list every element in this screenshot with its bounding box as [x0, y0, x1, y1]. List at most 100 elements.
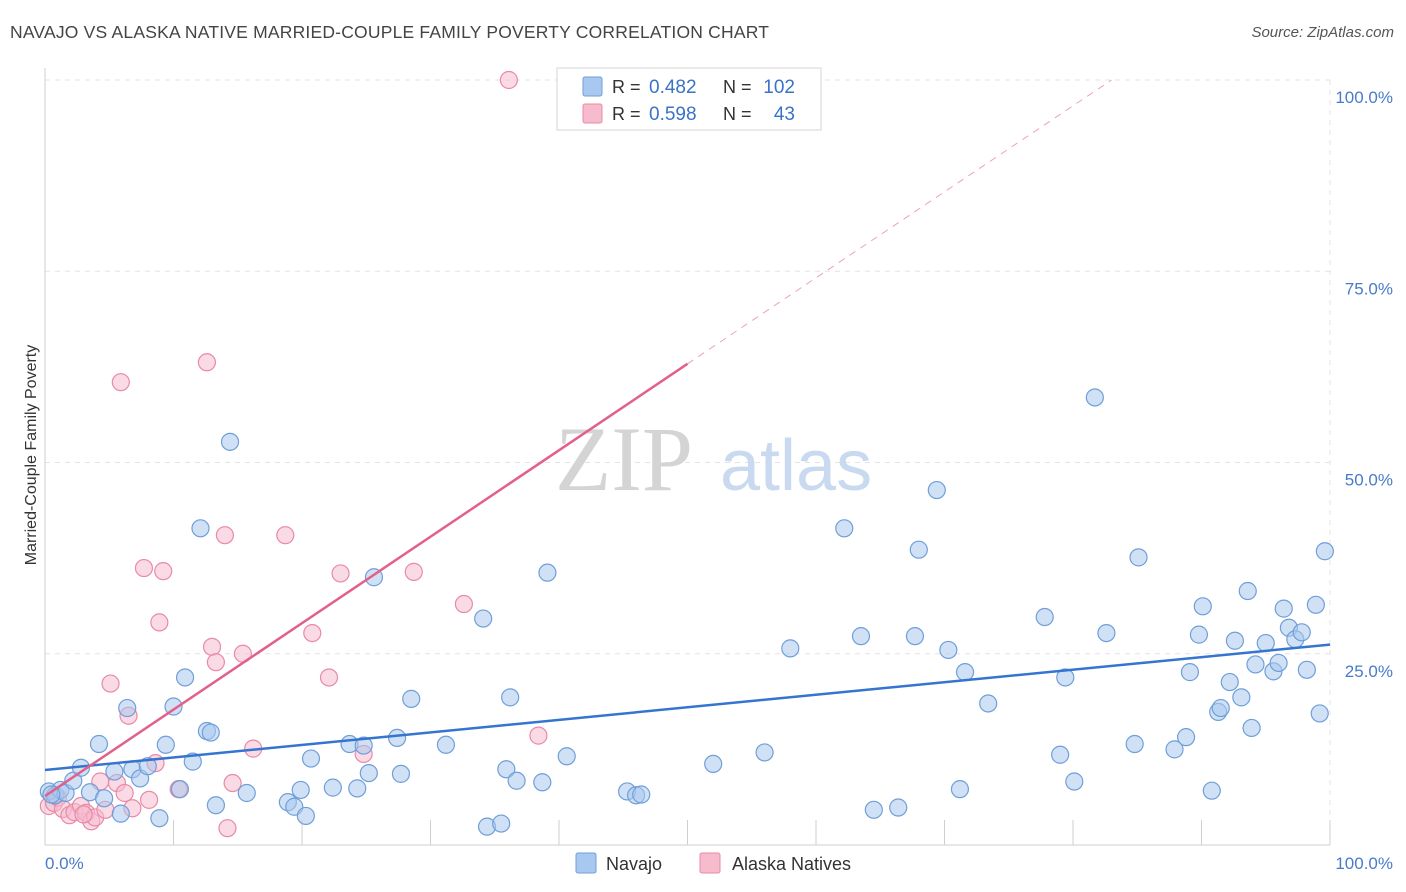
navajo-point-76 [1165, 740, 1184, 759]
navajo-point-29 [291, 780, 310, 800]
navajo-swatch [582, 76, 603, 97]
navajo-point-65 [950, 780, 970, 799]
navajo-point-54 [704, 754, 723, 774]
legend-navajo-label: Navajo [606, 854, 662, 874]
alaska-natives-point-24 [197, 353, 217, 372]
navajo-point-40 [402, 689, 421, 708]
alaska-natives-point-19 [139, 790, 159, 809]
navajo-point-20 [183, 752, 202, 771]
navajo-point-34 [348, 779, 367, 798]
series-legend: Navajo Alaska Natives [575, 852, 851, 874]
navajo-point-72 [1085, 388, 1104, 407]
navajo-point-89 [1246, 655, 1265, 674]
alaska-natives-point-39 [499, 70, 518, 90]
navajo-point-100 [1315, 542, 1334, 561]
navajo-point-57 [835, 519, 854, 538]
stats-legend: R = 0.482 N = 102 R = 0.598 N = 43 [556, 67, 822, 131]
legend-alaska-label: Alaska Natives [732, 854, 851, 874]
alaska-natives-point-26 [206, 653, 226, 672]
trend-lines [44, 79, 1331, 798]
navajo-point-60 [889, 798, 908, 817]
alaska-natives-point-15 [115, 783, 134, 803]
chart-title: NAVAJO VS ALASKA NATIVE MARRIED-COUPLE F… [10, 22, 770, 42]
navajo-point-93 [1274, 599, 1293, 618]
x-tick-label-0: 0.0% [45, 854, 84, 873]
navajo-point-77 [1176, 728, 1196, 747]
navajo-point-66 [955, 663, 975, 682]
alaska-natives-point-38 [454, 594, 474, 614]
alaska-natives-point-37 [404, 562, 423, 581]
navajo-point-44 [492, 814, 511, 833]
alaska-natives-point-32 [276, 526, 295, 545]
legend-alaska-swatch [699, 852, 721, 874]
navajo-point-32 [323, 778, 342, 797]
alaska-natives-point-18 [134, 558, 154, 578]
navajo-trend-line [44, 643, 1331, 772]
navajo-point-30 [296, 806, 315, 826]
alaska-r-value: 0.598 [649, 104, 697, 125]
navajo-point-68 [1035, 607, 1054, 627]
alaska-natives-point-40 [529, 726, 548, 745]
y-tick-label-2: 75.0% [1345, 279, 1393, 298]
navajo-point-53 [632, 785, 651, 804]
navajo-point-49 [538, 563, 557, 582]
alaska-natives-point-28 [218, 819, 237, 838]
watermark: ZIP atlas [555, 408, 872, 510]
alaska-natives-point-22 [154, 562, 173, 581]
tick-labels: 25.0% 50.0% 75.0% 100.0% 0.0% 100.0% [45, 88, 1393, 873]
navajo-point-38 [387, 728, 407, 748]
navajo-point-47 [507, 771, 526, 790]
navajo-point-14 [138, 757, 157, 776]
navajo-point-86 [1232, 688, 1251, 707]
navajo-point-36 [359, 763, 378, 783]
navajo-point-88 [1242, 718, 1261, 738]
y-tick-label-3: 100.0% [1335, 88, 1393, 107]
y-axis-label: Married-Couple Family Poverty [23, 345, 40, 566]
legend-navajo-swatch [575, 852, 597, 874]
navajo-point-73 [1097, 623, 1116, 643]
alaska-natives-point-42 [74, 805, 93, 824]
navajo-point-39 [391, 764, 411, 783]
alaska-r-label: R = [612, 104, 641, 124]
navajo-point-21 [191, 519, 210, 538]
alaska-natives-trend-line [44, 362, 689, 798]
source-credit: Source: ZipAtlas.com [1251, 24, 1394, 41]
alaska-natives-point-21 [150, 613, 169, 632]
navajo-point-9 [105, 762, 124, 781]
navajo-point-84 [1220, 672, 1239, 692]
navajo-point-45 [497, 760, 516, 779]
navajo-point-48 [533, 773, 552, 792]
x-tick-label-1: 100.0% [1335, 854, 1393, 873]
navajo-point-62 [909, 540, 928, 559]
navajo-n-label: N = [723, 77, 752, 97]
navajo-point-71 [1065, 772, 1084, 791]
navajo-point-7 [89, 734, 109, 754]
navajo-point-78 [1180, 663, 1200, 682]
alaska-n-label: N = [723, 104, 752, 124]
navajo-point-42 [474, 609, 493, 628]
navajo-point-17 [164, 697, 183, 716]
navajo-point-46 [501, 688, 520, 707]
navajo-point-64 [939, 640, 958, 660]
navajo-point-92 [1269, 653, 1288, 673]
navajo-n-value: 102 [763, 77, 795, 98]
alaska-natives-point-14 [111, 373, 130, 392]
navajo-point-35 [354, 736, 373, 755]
navajo-point-16 [156, 735, 175, 754]
watermark-atlas: atlas [720, 426, 872, 506]
alaska-natives-point-27 [215, 526, 234, 545]
alaska-natives-point-25 [202, 637, 222, 656]
navajo-point-96 [1292, 623, 1311, 642]
alaska-natives-swatch [582, 103, 603, 124]
navajo-point-50 [557, 747, 576, 766]
navajo-point-74 [1125, 734, 1144, 754]
navajo-point-79 [1189, 625, 1209, 644]
navajo-point-61 [905, 627, 925, 646]
navajo-point-55 [755, 743, 774, 762]
navajo-point-41 [436, 735, 456, 754]
navajo-point-15 [150, 809, 169, 828]
navajo-point-69 [1051, 745, 1070, 764]
navajo-point-24 [206, 796, 226, 815]
alaska-natives-point-34 [319, 668, 339, 687]
